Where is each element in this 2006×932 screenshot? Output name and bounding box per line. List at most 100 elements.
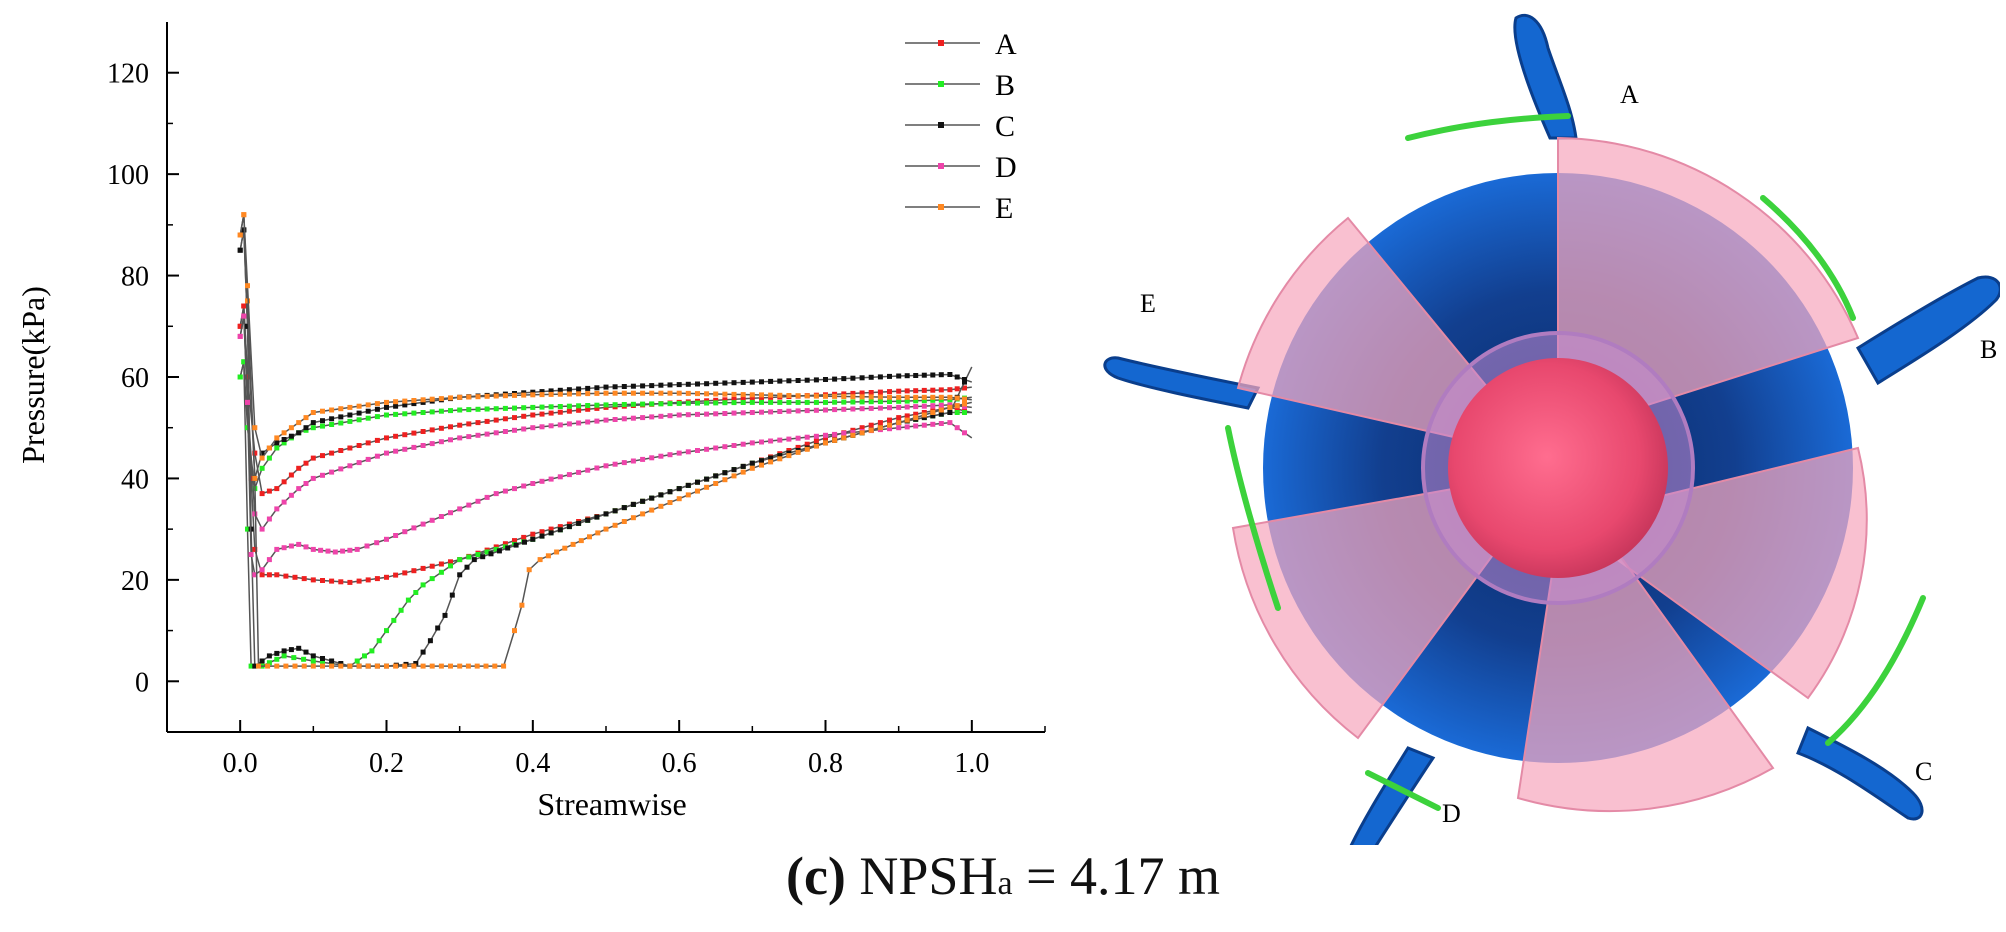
data-point-e [713,481,719,486]
data-point-d [241,313,247,319]
data-point-a [962,385,967,391]
data-point-e [457,394,463,400]
data-point-b [713,400,719,406]
data-point-c [281,437,287,442]
data-point-e [237,232,243,238]
data-point-d [612,417,618,422]
data-point-d [457,506,463,512]
data-point-e [347,663,353,669]
data-point-e [947,404,953,410]
data-point-e [429,396,435,402]
data-point-b [448,408,453,414]
data-point-e [768,459,774,465]
data-point-b [411,410,417,416]
data-point-b [448,563,453,569]
data-point-b [548,404,554,410]
data-point-a [438,561,444,567]
data-point-a [868,422,874,428]
data-point-b [512,405,517,411]
data-point-b [369,648,375,654]
data-point-d [759,409,764,415]
data-point-e [521,392,527,398]
y-axis-label: Pressure(kPa) [15,286,51,464]
data-point-e [859,394,865,400]
data-point-d [603,463,609,469]
data-point-a [252,450,258,456]
data-point-c [374,406,380,412]
y-tick-label: 120 [107,59,149,90]
data-point-e [704,391,710,397]
data-point-a [338,579,344,585]
data-point-c [288,647,294,653]
data-point-e [512,392,517,398]
data-point-d [502,488,508,494]
data-point-e [595,530,601,536]
data-point-b [954,410,960,415]
data-point-e [562,545,568,551]
data-point-c [649,383,655,389]
data-point-b [667,401,673,407]
data-point-e [493,393,499,399]
data-point-a [576,407,582,413]
data-point-d [566,421,572,427]
data-point-a [248,475,254,481]
data-point-a [281,479,287,485]
data-point-d [841,406,847,412]
data-point-b [320,659,325,665]
legend-marker-d [938,163,944,169]
data-point-b [457,557,463,563]
data-point-b [731,400,737,406]
data-point-b [398,607,404,613]
data-point-e [301,663,307,669]
data-point-e [252,425,258,431]
data-point-d [786,436,792,442]
data-point-e [374,663,380,669]
data-point-e [823,393,828,399]
data-point-d [667,452,673,458]
data-point-d [266,557,272,563]
data-point-c [464,564,470,570]
data-point-d [649,455,655,461]
data-point-d [768,438,774,444]
blade-label-e: E [1140,289,1156,318]
data-point-d [630,458,636,464]
legend-marker-b [938,81,944,87]
data-point-e [512,628,517,634]
data-point-a [502,416,508,422]
caption-suffix: = 4.17 m [1012,846,1221,906]
data-point-c [539,389,545,395]
data-point-c [887,373,892,379]
data-point-d [374,540,380,546]
data-point-b [585,403,591,408]
data-point-c [685,381,691,387]
data-point-e [292,663,298,669]
data-point-e [904,394,910,400]
data-point-b [557,404,563,409]
data-point-b [640,401,646,407]
data-point-e [411,663,417,669]
data-point-e [539,392,545,398]
data-point-e [320,408,325,414]
data-point-b [930,397,936,403]
data-point-d [695,448,700,453]
data-point-e [938,394,944,400]
data-point-d [420,521,426,527]
data-point-d [676,450,682,456]
data-point-a [292,574,298,580]
data-point-d [777,409,783,414]
y-tick-label: 100 [107,160,149,191]
data-point-a [795,444,801,450]
y-tick-label: 40 [121,464,149,495]
data-point-d [338,466,344,472]
data-point-e [640,511,646,517]
data-point-a [521,413,527,419]
data-point-e [621,519,627,524]
data-point-b [759,399,764,405]
pink-blade-d [1231,486,1500,740]
data-point-b [320,423,325,429]
data-point-d [475,432,481,438]
data-point-d [813,407,819,413]
data-point-a [548,410,554,416]
data-point-b [786,399,792,405]
data-point-c [303,425,309,431]
